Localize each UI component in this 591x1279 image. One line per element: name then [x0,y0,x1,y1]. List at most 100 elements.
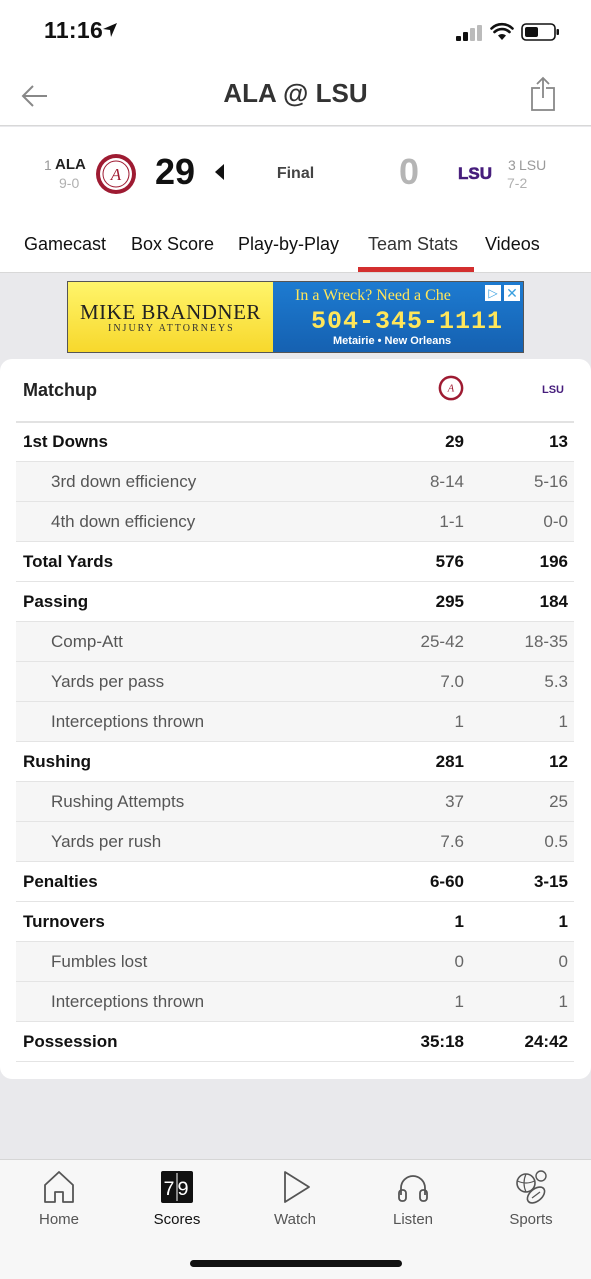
away-record: 9-0 [59,175,80,191]
away-team-abbr[interactable]: ALA [55,156,86,173]
alabama-logo-icon[interactable]: A [95,153,137,195]
svg-text:LSU: LSU [458,164,492,183]
home-record: 7-2 [507,175,528,191]
ad-info-panel: In a Wreck? Need a Che 504-345-1111 Meta… [273,282,523,352]
stat-row: Comp-Att 25-42 18-35 [16,622,574,662]
ad-locations: Metairie • New Orleans [333,335,452,347]
stat-value-away: 7.0 [440,672,464,691]
stat-value-away: 1 [454,992,464,1011]
stat-value-home: 1 [558,912,568,931]
away-score: 29 [155,151,196,192]
bottom-tab-label: Listen [392,1211,434,1228]
alabama-logo-icon: A [438,375,464,401]
stat-value-home: 1 [558,992,568,1011]
stat-row: Passing 295 184 [16,582,574,622]
svg-text:A: A [447,384,455,395]
stat-value-away: 6-60 [429,872,464,891]
stat-row: Interceptions thrown 1 1 [16,982,574,1022]
bottom-tab-label: Watch [274,1211,316,1228]
ad-brand: MIKE BRANDNER [80,300,261,324]
tab-videos[interactable]: Videos [485,234,540,254]
stat-value-away: 29 [445,432,464,451]
stat-value-away: 1-1 [439,512,464,531]
bottom-tab-label: Home [38,1211,79,1228]
stat-value-home: 5-16 [533,472,568,491]
tab-team-stats[interactable]: Team Stats [368,234,459,254]
stat-label: 4th down efficiency [51,512,196,531]
active-tab-indicator [358,267,474,272]
svg-text:A: A [110,165,122,184]
share-icon[interactable] [528,76,558,112]
stat-row: Yards per rush 7.6 0.5 [16,822,574,862]
location-arrow-icon [103,23,117,37]
ad-banner[interactable]: MIKE BRANDNER INJURY ATTORNEYS In a Wrec… [67,281,524,353]
stat-value-home: 184 [539,592,568,611]
stat-value-home: 3-15 [533,872,568,891]
stats-table: 1st Downs 29 13 3rd down efficiency 8-14 5-16… [16,422,574,1062]
bottom-tab-home[interactable]: Home [0,1160,118,1250]
stat-row: Interceptions thrown 1 1 [16,702,574,742]
page-title: ALA @ LSU [223,78,368,108]
stat-value-away: 576 [435,552,464,571]
tab-box-score[interactable]: Box Score [131,234,215,254]
stat-row: Total Yards 576 196 [16,542,574,582]
game-status: Final [276,165,315,182]
stat-row: 3rd down efficiency 8-14 5-16 [16,462,574,502]
play-icon [284,1171,310,1203]
stat-value-home: 1 [558,712,568,731]
stat-value-away: 281 [435,752,464,771]
stat-label: Yards per pass [51,672,165,691]
stat-row: Fumbles lost 0 0 [16,942,574,982]
lsu-logo-icon[interactable]: LSU [452,163,498,183]
stat-value-away: 1 [454,712,464,731]
stat-value-home: 12 [549,752,568,771]
bottom-tab-label: Scores [153,1211,201,1228]
bottom-tab-bar: Home 79 Scores Watch Listen Sports [0,1159,591,1279]
svg-text:LSU: LSU [542,384,564,394]
nav-bar: ALA @ LSU [0,64,591,126]
stat-label: Yards per rush [51,832,162,851]
stat-value-away: 37 [445,792,464,811]
battery-icon [521,23,559,41]
stat-label: Turnovers [23,912,105,931]
cellular-signal-icon [456,25,482,41]
scores-icon: 79 [161,1171,193,1203]
bottom-tab-scores[interactable]: 79 Scores [118,1160,236,1250]
stat-label: Rushing Attempts [51,792,185,811]
stat-value-home: 18-35 [524,632,568,651]
bottom-tab-listen[interactable]: Listen [354,1160,472,1250]
sports-balls-icon [516,1170,547,1204]
matchup-heading: Matchup [23,380,97,400]
stat-label: Penalties [23,872,98,891]
stat-label: Rushing [23,752,91,771]
stat-value-home: 25 [549,792,568,811]
svg-text:79: 79 [163,1179,191,1202]
tab-gamecast[interactable]: Gamecast [24,234,107,254]
home-indicator [190,1260,402,1267]
stat-label: Interceptions thrown [51,992,205,1011]
divider [16,421,574,423]
stat-label: Comp-Att [51,632,123,651]
home-team-abbr[interactable]: LSU [519,157,547,173]
bottom-tab-label: Sports [509,1211,553,1228]
ad-tagline: In a Wreck? Need a Che [295,287,451,304]
status-bar: 11:16 [0,0,591,64]
adchoices-icon[interactable]: ▷ [485,285,501,301]
stat-value-home: 13 [549,432,568,451]
stat-value-home: 0.5 [544,832,568,851]
ad-close-icon[interactable]: ✕ [504,285,520,301]
back-arrow-icon[interactable] [20,81,50,111]
game-tabs: Gamecast Box Score Play-by-Play Team Sta… [0,229,591,273]
bottom-tab-sports[interactable]: Sports [472,1160,590,1250]
wifi-icon [490,22,514,40]
stat-value-away: 7.6 [440,832,464,851]
stat-value-away: 1 [454,912,464,931]
stat-value-away: 8-14 [429,472,464,491]
stat-row: 4th down efficiency 1-1 0-0 [16,502,574,542]
tab-play-by-play[interactable]: Play-by-Play [238,234,340,254]
bottom-tab-watch[interactable]: Watch [236,1160,354,1250]
stat-value-home: 24:42 [524,1032,568,1051]
team-stats-card: Matchup A LSU 1st Downs 29 13 3rd down effi… [0,359,591,1079]
ad-brand-panel: MIKE BRANDNER INJURY ATTORNEYS [68,282,273,352]
stat-label: Fumbles lost [51,952,148,971]
